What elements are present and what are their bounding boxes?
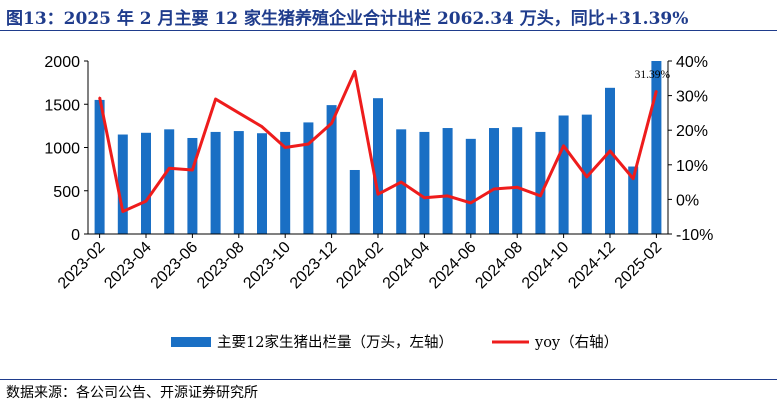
yoy-point-2024-01 [354,70,356,73]
yoy-point-2024-05 [446,195,449,197]
left-tick-label: 500 [53,184,80,201]
yoy-point-2023-11 [307,143,310,145]
x-tick-label: 2023-08 [194,239,248,293]
source-divider [0,379,777,380]
x-tick-label: 2024-12 [565,239,619,293]
yoy-point-2024-08 [516,186,518,189]
yoy-point-2025-01 [632,177,634,180]
legend-line-label: yoy（右轴） [534,334,618,351]
x-tick-label: 2024-02 [333,239,387,293]
chart-title: 图13：2025 年 2 月主要 12 家生猪养殖企业合计出栏 2062.34 … [6,9,689,29]
bar-2023-07 [210,131,221,234]
yoy-point-2024-09 [539,195,542,197]
x-tick-label: 2025-02 [612,239,666,293]
bar-2024-05 [442,128,453,234]
bar-2023-12 [326,105,337,235]
yoy-point-2024-11 [586,176,588,178]
bar-2023-02 [94,99,105,234]
right-tick-label: -10% [676,227,713,244]
left-tick-label: 1000 [44,141,80,158]
yoy-point-2024-04 [423,196,426,199]
yoy-point-2025-02 [655,89,658,92]
x-tick-label: 2023-02 [55,239,109,293]
bar-2024-01 [349,169,360,234]
x-tick-label: 2024-06 [426,239,480,293]
yoy-point-2023-03 [122,210,124,213]
yoy-point-2024-06 [470,202,472,204]
x-tick-label: 2023-04 [101,239,155,293]
bar-2023-03 [117,134,128,234]
bar-2023-05 [164,129,175,234]
yoy-point-2023-05 [168,167,170,170]
right-tick-label: 20% [676,123,708,140]
legend-bar-swatch [171,337,211,347]
left-tick-label: 1500 [44,97,80,114]
bar-2024-11 [581,114,592,234]
bar-2024-08 [512,127,523,234]
bar-2024-02 [373,98,383,234]
x-tick-label: 2024-10 [519,239,573,293]
x-tick-label: 2023-06 [148,239,202,293]
yoy-point-2023-02 [98,96,101,99]
yoy-point-2023-10 [284,146,287,149]
yoy-point-2023-09 [261,125,263,128]
bar-2025-02 [651,61,662,234]
bar-2023-04 [141,132,151,234]
bar-2025-01 [628,166,639,234]
yoy-point-2023-04 [145,200,147,202]
x-tick-label: 2024-08 [472,239,526,293]
yoy-point-2024-10 [562,144,565,147]
right-tick-label: 30% [676,89,708,106]
yoy-point-2023-07 [214,98,217,100]
yoy-annotation: 31.39% [635,69,671,81]
bar-2024-09 [535,131,546,234]
bar-2024-04 [419,131,430,234]
legend-bar-label: 主要12家生猪出栏量（万头，左轴） [217,334,453,351]
bar-2023-06 [187,137,198,234]
yoy-point-2024-12 [609,150,611,152]
yoy-point-2024-02 [377,193,379,196]
title-divider [0,30,777,31]
x-tick-label: 2023-12 [287,239,341,293]
bar-2023-10 [280,131,291,234]
bar-2023-08 [233,131,244,234]
bar-2024-07 [489,128,499,234]
chart: 31.39% 0 500 1000 1500 2000 -10% 0% 10% 20% 30% 40… [44,54,713,351]
source-note: 数据来源：各公司公告、开源证券研究所 [6,385,258,401]
right-tick-label: 0% [676,192,699,209]
bar-2023-09 [257,133,267,234]
right-tick-label: 10% [676,158,708,175]
right-tick-label: 40% [676,54,708,71]
bar-2024-06 [465,138,476,234]
bar-2024-10 [558,115,569,234]
left-tick-label: 0 [71,227,80,244]
yoy-point-2024-07 [493,188,495,190]
bar-2023-11 [303,122,314,234]
left-tick-label: 2000 [44,54,80,71]
yoy-point-2023-12 [330,122,333,125]
yoy-point-2023-06 [191,169,194,171]
yoy-point-2024-03 [400,181,403,183]
x-tick-label: 2023-10 [240,239,294,293]
legend: 主要12家生猪出栏量（万头，左轴） yoy（右轴） [171,334,618,351]
bar-2024-12 [605,87,615,234]
x-tick-label: 2024-04 [380,239,434,293]
yoy-point-2023-08 [238,112,240,114]
